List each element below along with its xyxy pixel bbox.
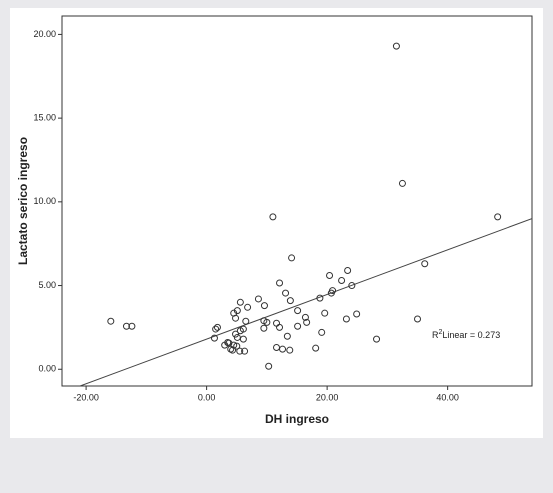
- point: [421, 260, 429, 268]
- point: [122, 322, 130, 330]
- annotation-sup: 2: [439, 329, 443, 336]
- point: [279, 345, 287, 353]
- annotation-base: R: [432, 330, 439, 340]
- point: [326, 272, 334, 280]
- y-tick-label: 15.00: [33, 113, 56, 123]
- point: [338, 277, 346, 285]
- point: [294, 307, 302, 315]
- point: [221, 341, 229, 349]
- point: [232, 314, 240, 322]
- x-tick-label: 0.00: [198, 392, 216, 402]
- point: [294, 322, 302, 330]
- point: [236, 347, 244, 355]
- point: [241, 347, 249, 355]
- point: [282, 289, 290, 297]
- point: [283, 332, 291, 340]
- annotation-text: Linear = 0.273: [442, 330, 500, 340]
- y-tick-label: 10.00: [33, 196, 56, 206]
- point: [107, 317, 115, 325]
- point: [327, 289, 335, 297]
- point: [286, 297, 294, 305]
- point: [392, 42, 400, 50]
- y-tick-label: 20.00: [33, 29, 56, 39]
- point: [318, 328, 326, 336]
- point: [128, 322, 136, 330]
- point: [236, 298, 244, 306]
- point: [301, 313, 309, 321]
- point: [414, 315, 422, 323]
- annotation: R2Linear = 0.273: [432, 329, 500, 341]
- point: [225, 339, 233, 347]
- point: [269, 213, 277, 221]
- y-axis-title: Lactato serico ingreso: [16, 137, 30, 265]
- y-tick-label: 0.00: [38, 364, 56, 374]
- point: [242, 317, 250, 325]
- plot-frame: [61, 15, 533, 387]
- point: [263, 318, 271, 326]
- point: [373, 335, 381, 343]
- point: [260, 324, 268, 332]
- point: [260, 302, 268, 310]
- point: [236, 327, 244, 335]
- point: [210, 334, 218, 342]
- point: [227, 345, 235, 353]
- point: [239, 335, 247, 343]
- x-tick-label: -20.00: [73, 392, 99, 402]
- x-tick-label: 40.00: [436, 392, 459, 402]
- point: [233, 342, 241, 350]
- point: [348, 282, 356, 290]
- point: [342, 315, 350, 323]
- point: [286, 346, 294, 354]
- point: [353, 310, 361, 318]
- point: [213, 323, 221, 331]
- point: [344, 266, 352, 274]
- point: [494, 213, 502, 221]
- point: [321, 309, 329, 317]
- point: [303, 318, 311, 326]
- x-tick-label: 20.00: [316, 392, 339, 402]
- point: [398, 179, 406, 187]
- chart-panel: [10, 8, 543, 438]
- point: [244, 303, 252, 311]
- point: [288, 254, 296, 262]
- point: [265, 362, 273, 370]
- point: [316, 294, 324, 302]
- point: [212, 325, 220, 333]
- y-tick-label: 5.00: [38, 280, 56, 290]
- fit-line: [79, 218, 532, 386]
- x-axis-title: DH ingreso: [265, 412, 329, 426]
- point: [312, 344, 320, 352]
- point: [276, 279, 284, 287]
- point: [254, 295, 262, 303]
- point: [232, 330, 240, 338]
- point: [276, 323, 284, 331]
